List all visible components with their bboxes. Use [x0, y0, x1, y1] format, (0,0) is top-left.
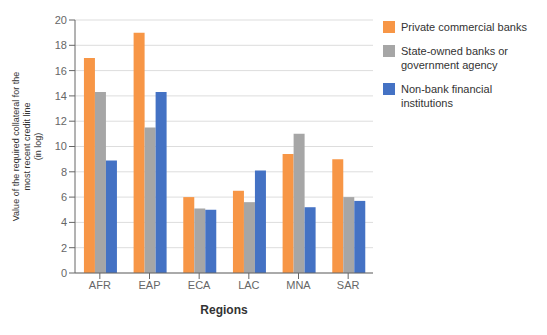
svg-text:18: 18	[55, 39, 67, 51]
svg-text:SAR: SAR	[337, 279, 360, 291]
svg-text:6: 6	[61, 191, 67, 203]
svg-text:4: 4	[61, 216, 67, 228]
svg-text:Regions: Regions	[200, 303, 248, 317]
svg-text:Value of the required collater: Value of the required collateral for the…	[11, 72, 43, 221]
svg-text:MNA: MNA	[286, 279, 311, 291]
svg-text:14: 14	[55, 90, 67, 102]
svg-text:LAC: LAC	[238, 279, 259, 291]
svg-text:16: 16	[55, 65, 67, 77]
svg-text:2: 2	[61, 242, 67, 254]
svg-text:10: 10	[55, 140, 67, 152]
svg-text:0: 0	[61, 267, 67, 279]
svg-text:20: 20	[55, 14, 67, 26]
html-text:State-owned banks or governmen: State-owned banks or government agency	[401, 45, 508, 71]
svg-text:EAP: EAP	[138, 279, 160, 291]
svg-text:12: 12	[55, 115, 67, 127]
svg-text:ECA: ECA	[188, 279, 211, 291]
html-text:Private commercial banks: Private commercial banks	[401, 21, 527, 33]
html-text:Non-bank financial institution: Non-bank financial institutions	[401, 83, 493, 109]
svg-text:8: 8	[61, 166, 67, 178]
svg-text:AFR: AFR	[89, 279, 111, 291]
